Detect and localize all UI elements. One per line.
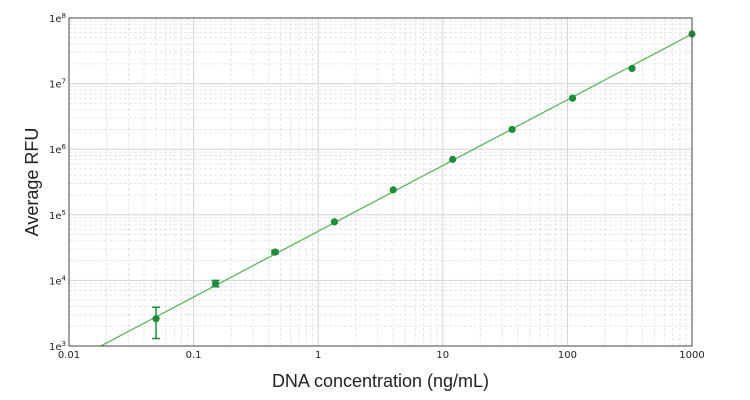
- error-bar: [152, 306, 161, 340]
- plot-area-frame: [68, 17, 693, 347]
- y-axis-ticks: 1e3 1e4 1e5 1e6 1e7 1e8: [49, 12, 67, 353]
- x-tick-label: 1: [315, 350, 321, 361]
- y-axis-title: Average RFU: [22, 128, 42, 237]
- data-point: [449, 155, 457, 163]
- data-point: [628, 64, 636, 73]
- data-point: [330, 218, 339, 226]
- y-tick-label: 1e8: [49, 12, 66, 25]
- x-axis-ticks: 0.01 0.1 1 10 100 1000: [58, 350, 705, 361]
- x-tick-label: 0.1: [186, 350, 202, 361]
- y-tick-label: 1e5: [49, 209, 66, 222]
- data-point: [271, 248, 279, 256]
- x-tick-label: 1000: [679, 350, 704, 361]
- y-tick-label: 1e6: [49, 143, 67, 156]
- data-point: [508, 125, 516, 134]
- data-point: [211, 279, 220, 288]
- x-tick-label: 100: [558, 350, 577, 361]
- x-tick-label: 10: [436, 350, 449, 361]
- data-points: [152, 30, 696, 340]
- y-tick-label: 1e3: [49, 340, 66, 353]
- x-tick-label: 0.01: [58, 350, 80, 361]
- x-axis-title: DNA concentration (ng/mL): [272, 371, 489, 391]
- data-point: [152, 315, 160, 323]
- data-point: [389, 186, 397, 194]
- y-tick-label: 1e7: [49, 78, 66, 91]
- data-point: [568, 94, 577, 102]
- y-tick-label: 1e4: [49, 274, 67, 287]
- grid: [68, 18, 692, 347]
